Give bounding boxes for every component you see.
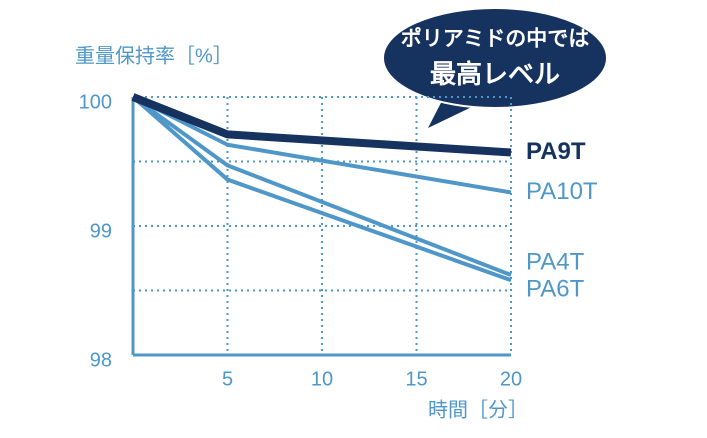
callout-text: ポリアミドの中では: [401, 27, 590, 51]
y-axis-label: 重量保持率［%］: [75, 44, 233, 67]
series-label: PA9T: [526, 138, 586, 165]
series-label: PA4T: [526, 248, 585, 275]
y-tick-label: 100: [79, 91, 112, 113]
x-tick-label: 10: [311, 368, 333, 390]
x-axis-label: 時間［分］: [428, 398, 528, 421]
series-line: [131, 95, 512, 277]
callout: ポリアミドの中では 最高レベル: [382, 7, 608, 128]
y-tick-label: 99: [90, 220, 112, 242]
callout-bubble: [382, 7, 608, 109]
y-tick-label: 98: [90, 349, 112, 371]
series-label: PA6T: [526, 276, 585, 303]
x-tick-label: 20: [500, 368, 522, 390]
callout-text: 最高レベル: [430, 59, 560, 89]
x-tick-label: 15: [405, 368, 427, 390]
series-line: [131, 93, 512, 157]
series-label: PA10T: [526, 178, 598, 205]
x-tick-label: 5: [222, 368, 233, 390]
series-line: [131, 95, 512, 283]
